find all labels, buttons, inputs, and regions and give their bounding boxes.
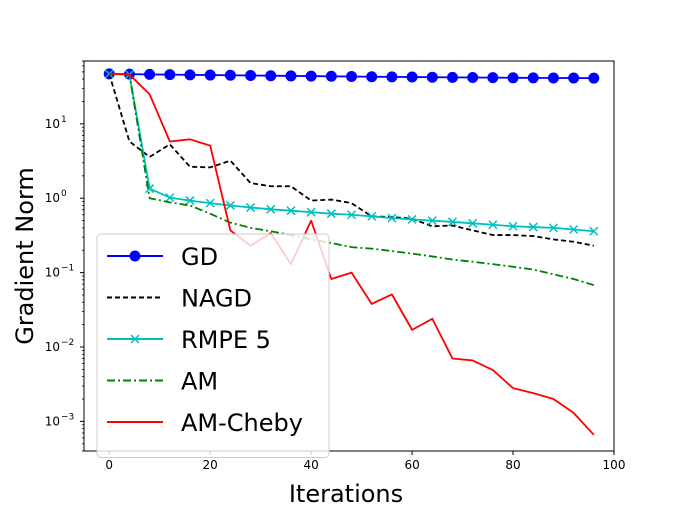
data-point <box>104 69 114 79</box>
y-tick-label: 10 <box>45 191 60 205</box>
data-point <box>265 70 277 82</box>
x-tick-label: 60 <box>404 458 419 472</box>
data-point <box>487 72 499 84</box>
data-point <box>427 216 437 226</box>
legend-label: GD <box>181 243 218 271</box>
data-point <box>468 218 478 228</box>
data-point <box>387 213 397 223</box>
data-point <box>467 72 479 84</box>
series-layer <box>103 68 600 436</box>
data-point <box>246 203 256 213</box>
data-point <box>588 72 600 84</box>
data-point <box>366 71 378 83</box>
x-tick-label: 20 <box>203 458 218 472</box>
legend-item: AM-Cheby <box>107 409 303 437</box>
y-tick-exponent: 1 <box>61 115 67 125</box>
data-point <box>407 214 417 224</box>
y-tick-exponent: −2 <box>61 338 74 348</box>
data-point <box>286 206 296 216</box>
data-point <box>266 204 276 214</box>
data-point <box>367 211 377 221</box>
data-point <box>447 217 458 227</box>
data-point <box>245 69 257 81</box>
legend-marker <box>129 250 141 262</box>
x-tick-label: 0 <box>105 458 113 472</box>
legend-item: AM <box>107 368 218 396</box>
data-point <box>569 224 579 235</box>
data-point <box>507 72 519 84</box>
legend-item: RMPE 5 <box>107 326 271 354</box>
data-point <box>224 69 236 81</box>
legend-item: NAGD <box>107 285 252 313</box>
series-line <box>109 72 595 436</box>
x-tick-label: 100 <box>603 458 626 472</box>
legend-label: AM <box>181 368 218 396</box>
legend-box <box>96 233 330 458</box>
data-point <box>205 198 215 208</box>
y-tick-label: 10 <box>45 414 60 428</box>
data-point <box>144 68 156 80</box>
x-tick-label: 80 <box>505 458 520 472</box>
data-point <box>548 223 558 233</box>
data-point <box>346 210 357 220</box>
data-point <box>165 193 175 203</box>
data-point <box>406 71 418 83</box>
data-point <box>305 70 317 82</box>
data-point <box>184 69 196 81</box>
data-point <box>346 71 358 83</box>
data-point <box>528 222 538 232</box>
data-point <box>164 69 176 81</box>
legend-item: GD <box>107 243 218 271</box>
y-tick-exponent: 0 <box>61 189 67 199</box>
legend-marker <box>130 334 140 344</box>
data-point <box>547 72 559 84</box>
y-tick-exponent: −3 <box>61 412 74 422</box>
data-point <box>488 220 498 230</box>
series-am <box>109 72 595 286</box>
legend: GD NAGD RMPE 5 AM AM-Cheby <box>96 233 330 458</box>
data-point <box>225 200 235 210</box>
legend-label: NAGD <box>181 285 252 313</box>
y-tick-label: 10 <box>45 117 60 131</box>
x-axis-title: Iterations <box>289 480 403 507</box>
y-tick-label: 10 <box>45 340 60 354</box>
series-am-cheby <box>109 72 595 436</box>
y-axis-title: Gradient Norm <box>11 167 39 345</box>
legend-label: RMPE 5 <box>181 326 271 354</box>
data-point <box>285 70 297 82</box>
plot-frame <box>83 60 615 452</box>
data-point <box>325 70 337 82</box>
series-line <box>109 72 595 286</box>
y-tick-label: 10 <box>45 266 60 280</box>
data-point <box>508 221 518 231</box>
y-tick-exponent: −1 <box>61 264 74 274</box>
data-point <box>386 71 398 83</box>
data-point <box>568 72 580 84</box>
legend-label: AM-Cheby <box>181 409 303 437</box>
data-point <box>446 71 458 83</box>
data-point <box>326 209 336 219</box>
data-point <box>185 196 195 206</box>
data-point <box>589 226 599 236</box>
data-point <box>306 207 316 217</box>
data-point <box>426 71 438 83</box>
data-point <box>527 72 539 84</box>
x-tick-label: 40 <box>304 458 319 472</box>
data-point <box>204 69 216 81</box>
